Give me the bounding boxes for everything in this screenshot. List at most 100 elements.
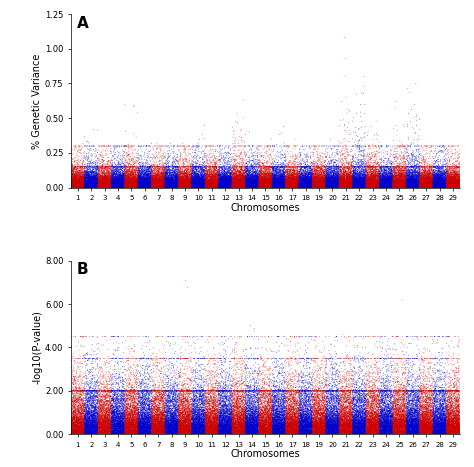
- Point: [137, 425, 145, 432]
- Point: [363, 428, 370, 435]
- Point: [82, 180, 89, 188]
- Point: [75, 182, 82, 189]
- Point: [121, 420, 129, 428]
- Point: [79, 426, 87, 433]
- Point: [446, 417, 454, 425]
- Point: [102, 423, 110, 430]
- Point: [246, 181, 254, 189]
- Point: [238, 385, 246, 393]
- Point: [313, 166, 320, 174]
- Point: [275, 397, 283, 405]
- Point: [226, 429, 233, 436]
- Point: [278, 173, 286, 181]
- Point: [251, 177, 259, 185]
- Point: [328, 177, 336, 184]
- Point: [155, 417, 163, 425]
- Point: [177, 410, 185, 417]
- Point: [331, 179, 338, 187]
- Point: [106, 178, 114, 185]
- Point: [253, 169, 260, 177]
- Point: [361, 168, 369, 176]
- Point: [101, 384, 109, 392]
- Point: [419, 428, 427, 436]
- Point: [412, 177, 419, 184]
- Point: [384, 418, 392, 425]
- Point: [253, 424, 261, 432]
- Point: [145, 414, 152, 422]
- Point: [91, 179, 99, 187]
- Point: [357, 429, 365, 437]
- Point: [393, 170, 401, 177]
- Point: [229, 179, 237, 187]
- Point: [74, 182, 82, 189]
- Point: [341, 405, 349, 413]
- Point: [96, 179, 104, 186]
- Point: [327, 417, 335, 425]
- Point: [439, 176, 447, 183]
- Point: [267, 166, 274, 174]
- Point: [269, 172, 276, 179]
- Point: [353, 145, 360, 153]
- Point: [405, 354, 412, 362]
- Point: [400, 180, 407, 188]
- Point: [394, 155, 401, 162]
- Point: [138, 184, 146, 191]
- Point: [364, 428, 372, 436]
- Point: [192, 333, 200, 340]
- Point: [386, 410, 393, 417]
- Point: [234, 401, 241, 409]
- Point: [376, 170, 384, 178]
- Point: [209, 428, 216, 436]
- Point: [425, 181, 433, 188]
- Point: [274, 389, 282, 396]
- Point: [233, 410, 240, 417]
- Point: [328, 430, 336, 438]
- Point: [108, 184, 116, 191]
- Point: [81, 164, 89, 171]
- Point: [233, 182, 240, 190]
- Point: [100, 180, 108, 188]
- Point: [336, 177, 343, 184]
- Point: [237, 374, 245, 381]
- Point: [385, 427, 393, 434]
- Point: [154, 184, 162, 191]
- Point: [407, 416, 415, 423]
- Point: [428, 177, 436, 185]
- Point: [166, 427, 173, 434]
- Point: [150, 181, 157, 189]
- Point: [100, 183, 108, 191]
- Point: [82, 184, 90, 191]
- Point: [316, 177, 323, 184]
- Point: [358, 175, 365, 183]
- Point: [256, 428, 264, 436]
- Point: [101, 430, 109, 437]
- Point: [339, 179, 347, 186]
- Point: [438, 177, 445, 185]
- Point: [410, 181, 417, 188]
- Point: [428, 403, 436, 411]
- Point: [440, 162, 447, 169]
- Point: [214, 425, 222, 433]
- Point: [240, 389, 247, 396]
- Point: [110, 421, 118, 429]
- Point: [289, 427, 297, 435]
- Point: [288, 182, 295, 190]
- Point: [307, 414, 314, 421]
- Point: [157, 385, 165, 392]
- Point: [398, 410, 406, 418]
- Point: [219, 168, 227, 175]
- Point: [183, 178, 191, 185]
- Point: [345, 427, 352, 435]
- Point: [162, 179, 170, 187]
- Point: [350, 427, 357, 435]
- Point: [400, 184, 408, 191]
- Point: [164, 182, 172, 189]
- Point: [327, 183, 335, 190]
- Point: [391, 168, 398, 176]
- Point: [427, 184, 434, 191]
- Point: [262, 181, 269, 188]
- Point: [174, 429, 182, 437]
- Point: [181, 180, 189, 187]
- Point: [446, 413, 453, 420]
- Point: [304, 180, 312, 188]
